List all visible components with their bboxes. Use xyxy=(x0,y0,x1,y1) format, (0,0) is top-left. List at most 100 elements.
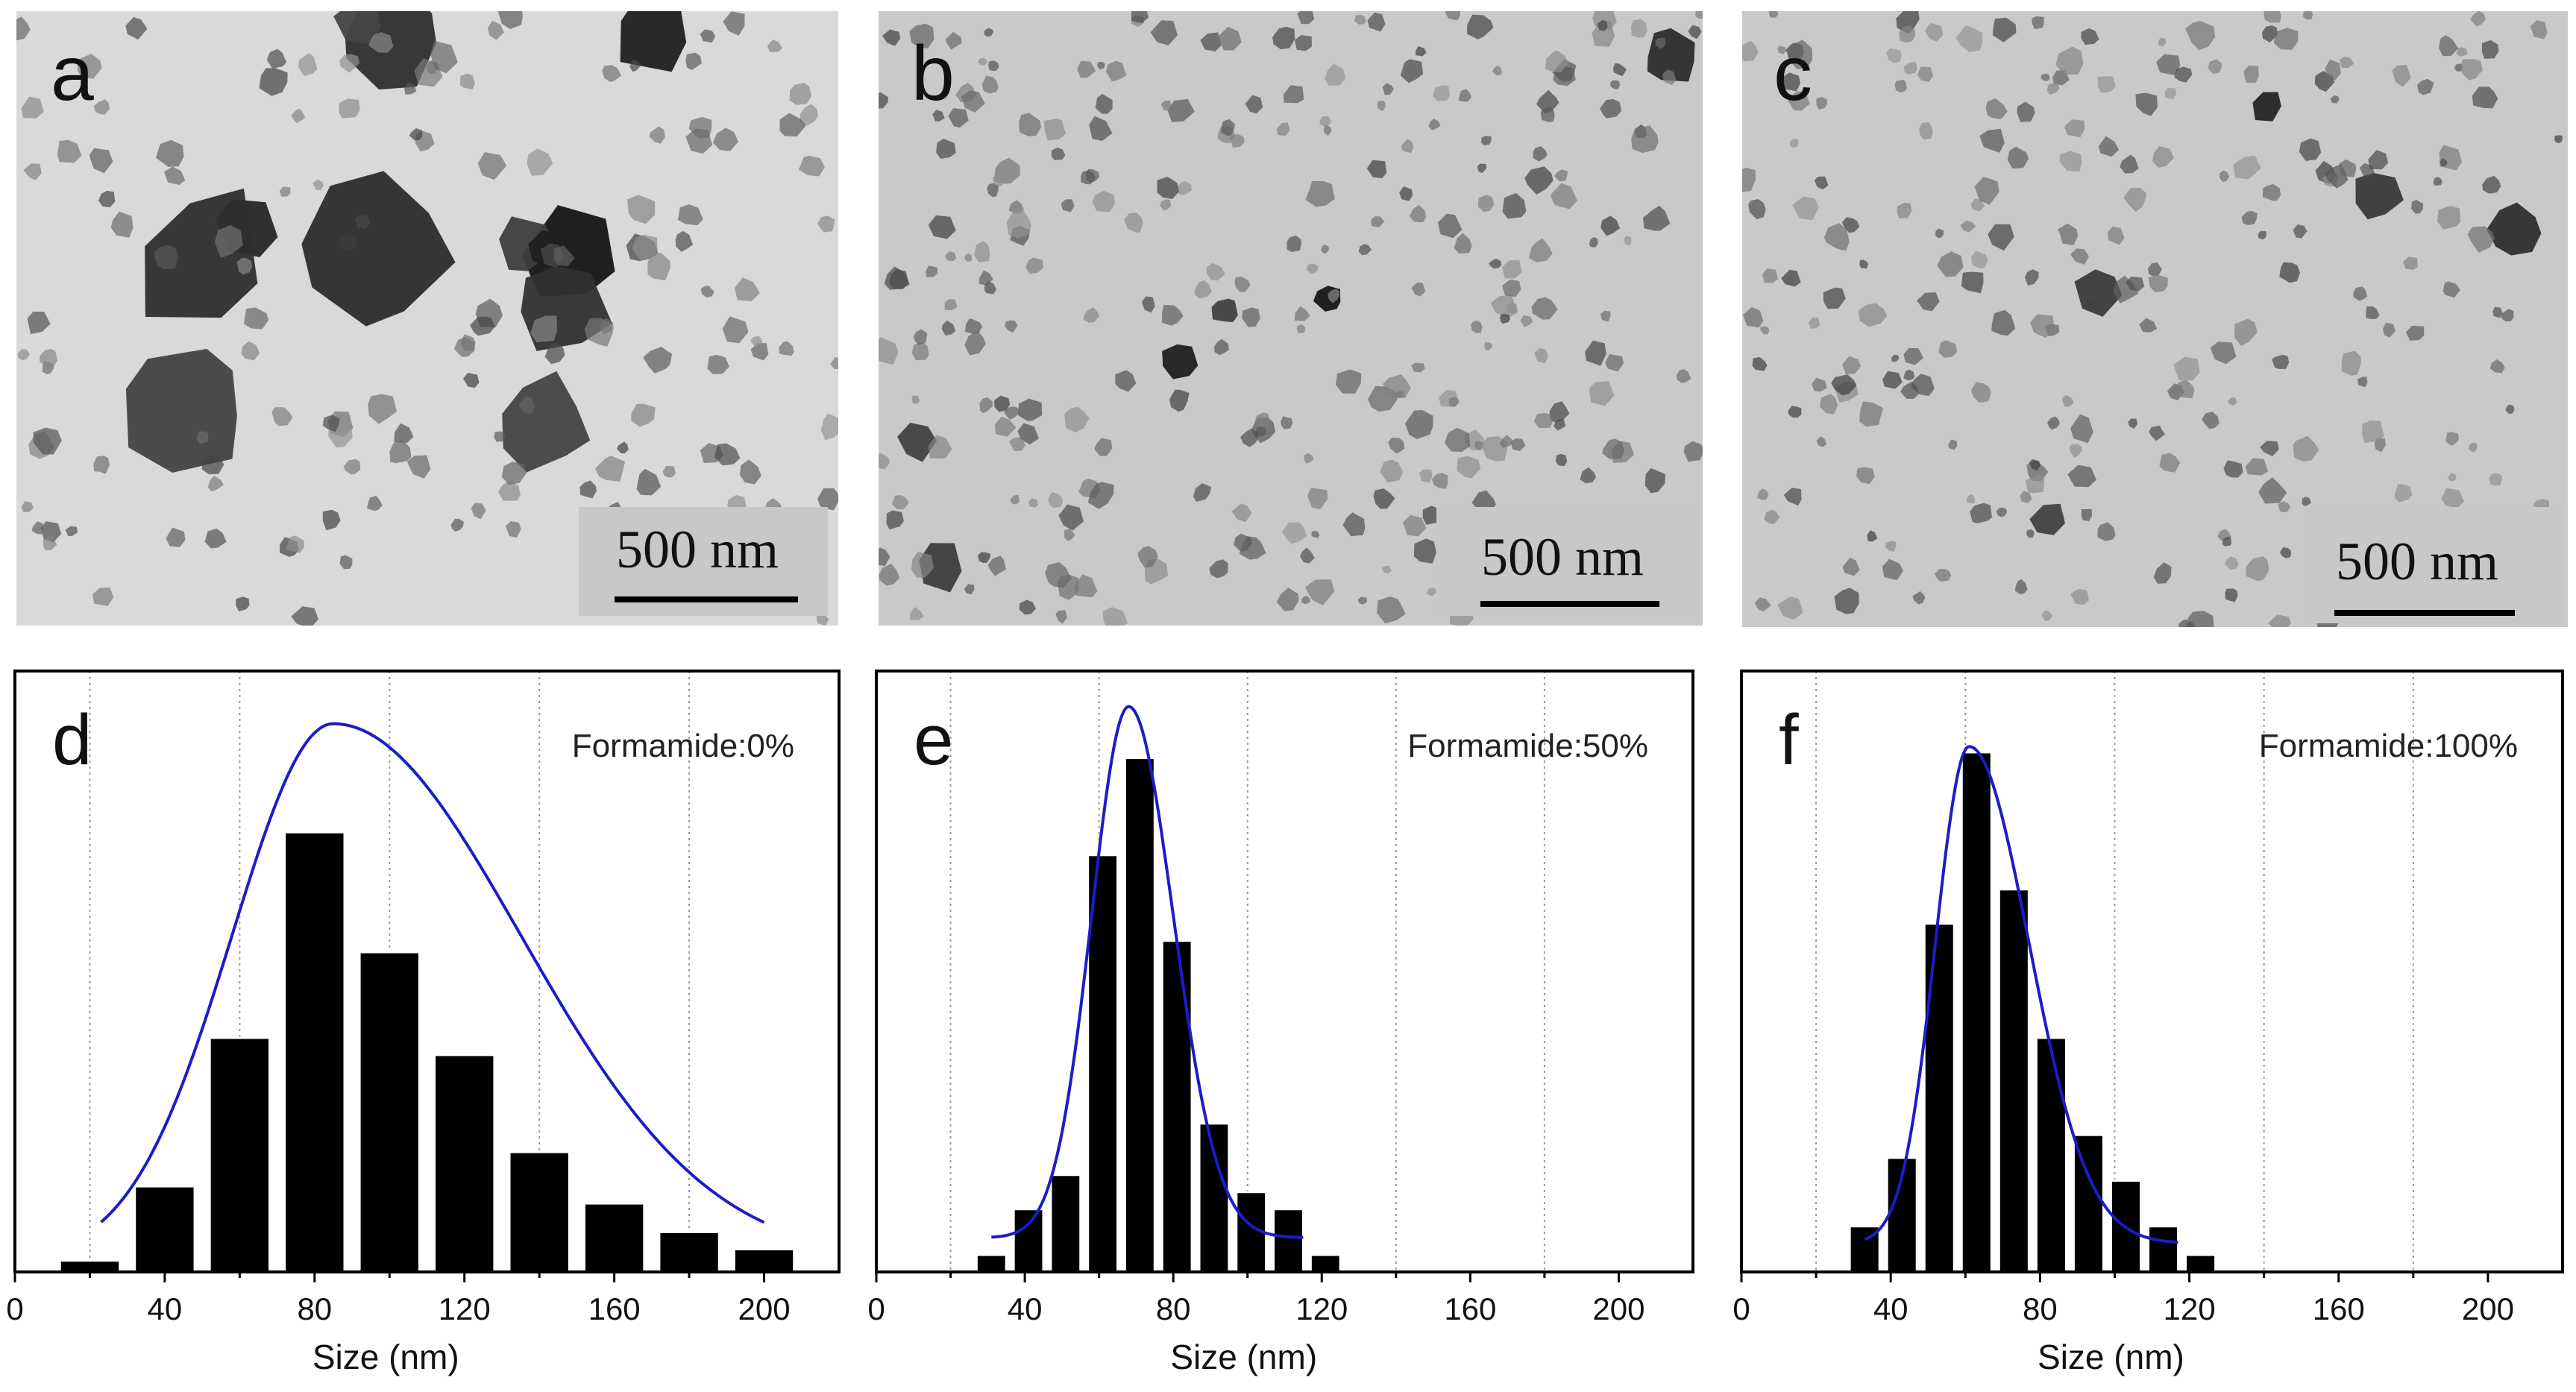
nanoparticle xyxy=(312,179,324,190)
nanoparticle xyxy=(2070,588,2089,605)
nanoparticle xyxy=(1287,235,1301,252)
nanoparticle xyxy=(389,440,412,464)
histogram-bar xyxy=(658,1230,720,1273)
nanoparticle xyxy=(1400,59,1424,84)
nanoparticle xyxy=(17,349,31,360)
nanoparticle xyxy=(909,607,924,620)
nanoparticle xyxy=(879,337,899,365)
nanoparticle xyxy=(1307,488,1328,509)
nanoparticle xyxy=(1533,412,1553,429)
nanoparticle xyxy=(527,148,553,176)
nanoparticle xyxy=(322,415,340,432)
nanoparticle xyxy=(2368,150,2389,170)
nanoparticle xyxy=(1311,530,1320,538)
nanoparticle xyxy=(207,475,224,492)
nanoparticle xyxy=(1005,320,1018,333)
nanoparticle xyxy=(1354,14,1366,25)
nanoparticle xyxy=(1457,456,1481,479)
nanoparticle xyxy=(501,462,527,485)
nanoparticle xyxy=(879,563,900,586)
nanoparticle xyxy=(1630,19,1647,38)
nanoparticle xyxy=(1255,426,1266,437)
nanoparticle xyxy=(2530,20,2548,40)
nanoparticle xyxy=(1602,438,1625,459)
plot-frame xyxy=(13,670,841,1273)
nanoparticle xyxy=(1231,503,1252,523)
nanoparticle xyxy=(201,454,224,475)
nanoparticle xyxy=(2470,11,2486,27)
nanoparticle xyxy=(1489,258,1502,269)
nanoparticle xyxy=(1321,244,1329,253)
nanoparticle xyxy=(1402,514,1427,537)
nanoparticle xyxy=(339,235,358,251)
nanoparticle xyxy=(594,456,626,482)
x-tick-label: 0 xyxy=(867,1291,885,1326)
nanoparticle xyxy=(750,343,769,361)
nanoparticle xyxy=(40,349,57,368)
histogram-bar xyxy=(508,1150,571,1273)
nanoparticle xyxy=(2064,119,2085,138)
nanoparticle xyxy=(2173,356,2200,381)
nanoparticle xyxy=(2262,184,2281,201)
nanoparticle xyxy=(1431,473,1448,489)
nanoparticle xyxy=(1554,169,1568,182)
nanoparticle xyxy=(2041,73,2050,81)
nanoparticle xyxy=(988,60,999,72)
nanoparticle xyxy=(2258,230,2267,240)
nanoparticle xyxy=(685,52,702,70)
histogram-bar xyxy=(1012,1208,1045,1273)
nanoparticle xyxy=(2025,474,2045,494)
nanoparticle xyxy=(1297,11,1315,25)
histogram-bar xyxy=(358,951,421,1273)
nanoparticle xyxy=(945,251,957,262)
nanoparticle xyxy=(979,397,993,413)
nanoparticle xyxy=(1510,438,1526,452)
nanoparticle xyxy=(911,551,934,578)
formamide-annotation: Formamide:0% xyxy=(572,728,794,764)
nanoparticle xyxy=(820,413,838,441)
nanoparticle xyxy=(2025,269,2039,286)
nanoparticle xyxy=(2262,25,2278,42)
nanoparticle xyxy=(2128,418,2138,429)
nanoparticle xyxy=(1655,37,1666,49)
nanoparticle xyxy=(1160,100,1172,111)
nanoparticle xyxy=(1499,435,1514,448)
nanoparticle xyxy=(1019,113,1042,136)
nanoparticle xyxy=(1083,307,1100,323)
nanoparticle xyxy=(1242,307,1260,327)
nanoparticle xyxy=(2505,404,2515,414)
nanoparticle xyxy=(1988,224,2014,251)
nanoparticle xyxy=(1230,133,1245,148)
nanoparticle xyxy=(1961,271,1984,294)
nanoparticle xyxy=(279,186,291,197)
nanoparticle xyxy=(1025,257,1044,274)
nanoparticle xyxy=(675,230,694,252)
nanoparticle xyxy=(1549,401,1570,423)
nanoparticle xyxy=(2341,350,2361,376)
nanoparticle xyxy=(1411,282,1426,297)
nanoparticle xyxy=(1554,419,1566,431)
nanoparticle xyxy=(1528,238,1553,262)
nanoparticle xyxy=(1903,369,1914,381)
nanoparticle xyxy=(494,431,506,442)
nanoparticle xyxy=(1467,14,1494,40)
nanoparticle xyxy=(2340,56,2354,69)
nanoparticle xyxy=(368,32,394,53)
panel-c-letter: c xyxy=(1774,31,1812,117)
nanoparticle xyxy=(1157,177,1179,199)
x-tick-label: 0 xyxy=(6,1291,23,1326)
nanoparticle xyxy=(43,535,57,551)
nanoparticle xyxy=(1221,119,1235,136)
panel-letter: e xyxy=(914,700,953,780)
nanoparticle xyxy=(166,527,186,547)
nanoparticle xyxy=(505,520,521,538)
nanoparticle xyxy=(2047,416,2060,430)
nanoparticle xyxy=(470,316,495,336)
nanoparticle xyxy=(1903,61,1917,75)
nanoparticle xyxy=(125,16,148,40)
nanoparticle xyxy=(1859,259,1868,269)
nanoparticle xyxy=(301,171,456,327)
nanoparticle xyxy=(987,183,999,198)
nanoparticle xyxy=(339,54,360,73)
nanoparticle xyxy=(2394,483,2413,503)
